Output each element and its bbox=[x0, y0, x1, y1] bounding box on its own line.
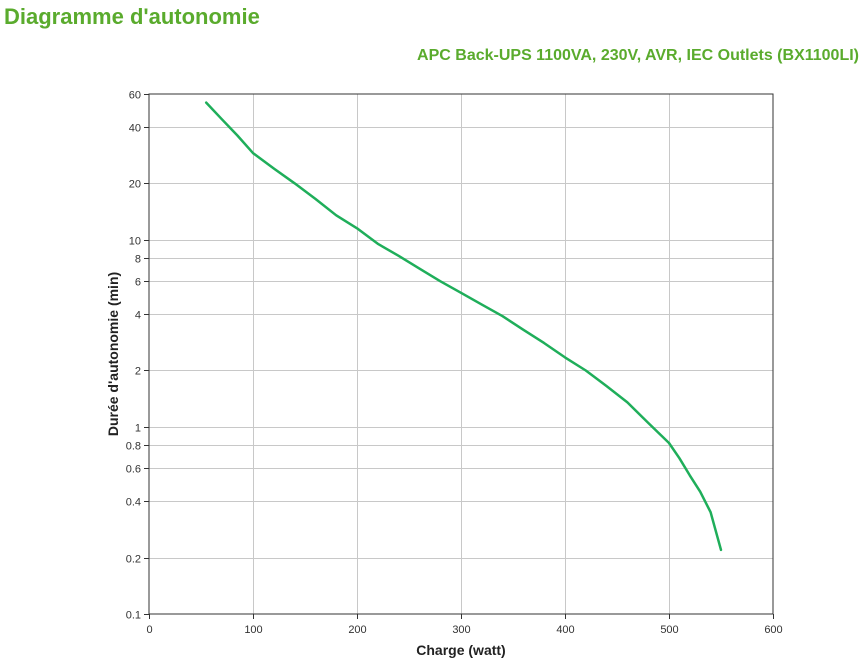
grid-layer bbox=[149, 94, 773, 614]
y-tick-label: 0.6 bbox=[126, 464, 141, 476]
y-tick-label: 40 bbox=[129, 123, 141, 135]
x-tick-label: 200 bbox=[348, 624, 366, 636]
y-tick-label: 20 bbox=[129, 179, 141, 191]
tick-layer: 0 100 200 300 400 500 600 0.1 0.2 0.4 0.6 0.8 1 2 4 6 8 1… bbox=[126, 90, 783, 637]
y-tick-label: 6 bbox=[135, 277, 141, 289]
y-tick-label: 10 bbox=[129, 236, 141, 248]
runtime-series-line bbox=[204, 101, 723, 552]
y-tick-label: 2 bbox=[135, 366, 141, 378]
x-tick-label: 500 bbox=[660, 624, 678, 636]
x-tick-label: 400 bbox=[556, 624, 574, 636]
y-tick-label: 0.1 bbox=[126, 610, 141, 622]
y-tick-label: 0.2 bbox=[126, 554, 141, 566]
chart-subtitle: APC Back-UPS 1100VA, 230V, AVR, IEC Outl… bbox=[417, 47, 859, 64]
y-tick-label: 8 bbox=[135, 254, 141, 266]
x-tick-label: 300 bbox=[452, 624, 470, 636]
x-tick-label: 100 bbox=[244, 624, 262, 636]
y-tick-label: 1 bbox=[135, 423, 141, 435]
series-layer bbox=[204, 101, 723, 552]
y-tick-label: 0.4 bbox=[126, 497, 141, 509]
x-tick-label: 0 bbox=[146, 624, 152, 636]
y-tick-label: 0.8 bbox=[126, 441, 141, 453]
y-tick-label: 60 bbox=[129, 90, 141, 102]
page-title: Diagramme d'autonomie bbox=[4, 4, 260, 29]
y-axis-title: Durée d'autonomie (min) bbox=[105, 272, 121, 436]
x-tick-label: 600 bbox=[764, 624, 782, 636]
y-tick-label: 4 bbox=[135, 310, 141, 322]
x-axis-title: Charge (watt) bbox=[416, 642, 505, 658]
